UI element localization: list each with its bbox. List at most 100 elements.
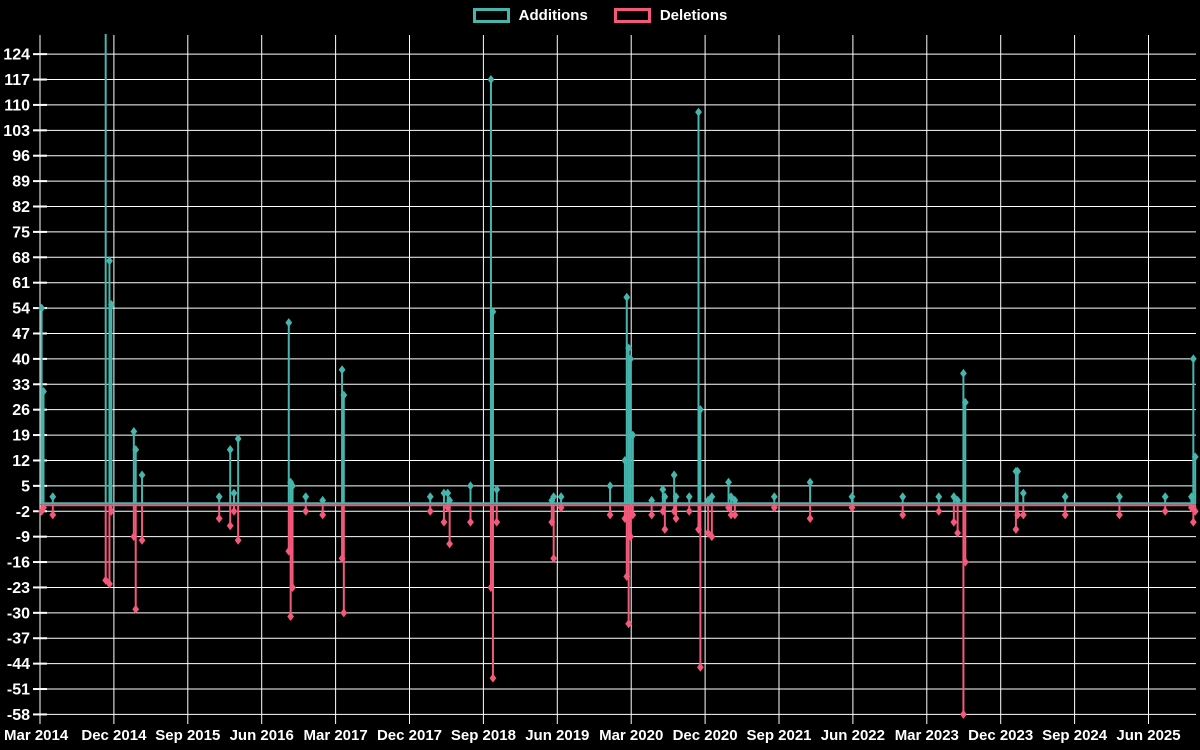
data-point-marker[interactable] — [49, 510, 57, 520]
data-point-marker[interactable] — [446, 495, 454, 505]
data-point-marker[interactable] — [550, 553, 558, 563]
data-point-marker[interactable] — [557, 503, 565, 513]
data-point-marker[interactable] — [1161, 506, 1169, 516]
data-point-marker[interactable] — [1061, 510, 1069, 520]
data-point-marker[interactable] — [1019, 488, 1027, 498]
data-point-marker[interactable] — [661, 524, 669, 534]
data-point-marker[interactable] — [106, 256, 113, 266]
data-point-marker[interactable] — [625, 619, 633, 629]
data-point-marker[interactable] — [1116, 510, 1123, 520]
data-point-marker[interactable] — [625, 343, 633, 353]
data-point-marker[interactable] — [950, 517, 958, 527]
data-point-marker[interactable] — [130, 426, 138, 436]
data-point-marker[interactable] — [627, 354, 634, 364]
data-point-marker[interactable] — [648, 510, 656, 520]
data-point-marker[interactable] — [606, 481, 614, 491]
data-point-marker[interactable] — [38, 303, 46, 313]
data-point-marker[interactable] — [230, 488, 238, 498]
data-point-marker[interactable] — [493, 517, 501, 527]
data-point-marker[interactable] — [606, 510, 614, 520]
data-point-marker[interactable] — [493, 484, 501, 494]
data-point-marker[interactable] — [1014, 466, 1022, 476]
data-point-marker[interactable] — [550, 492, 558, 502]
data-point-marker[interactable] — [302, 492, 310, 502]
data-point-marker[interactable] — [954, 528, 962, 538]
data-point-marker[interactable] — [138, 535, 146, 545]
data-point-marker[interactable] — [215, 492, 223, 502]
data-point-marker[interactable] — [848, 503, 856, 513]
data-point-marker[interactable] — [1014, 510, 1022, 520]
data-point-marker[interactable] — [623, 292, 631, 302]
data-point-marker[interactable] — [138, 470, 146, 480]
data-point-marker[interactable] — [672, 492, 680, 502]
data-point-marker[interactable] — [226, 445, 234, 455]
data-point-marker[interactable] — [731, 510, 739, 520]
data-point-marker[interactable] — [806, 514, 814, 524]
data-point-marker[interactable] — [440, 488, 448, 498]
data-point-marker[interactable] — [659, 484, 667, 494]
data-point-marker[interactable] — [648, 495, 656, 505]
data-point-marker[interactable] — [1189, 517, 1197, 527]
data-point-marker[interactable] — [289, 481, 296, 491]
data-point-marker[interactable] — [685, 506, 693, 516]
data-point-marker[interactable] — [285, 318, 293, 328]
data-point-marker[interactable] — [107, 299, 115, 309]
data-point-marker[interactable] — [727, 510, 735, 520]
data-point-marker[interactable] — [444, 488, 452, 498]
data-point-marker[interactable] — [107, 506, 115, 516]
data-point-marker[interactable] — [899, 492, 907, 502]
data-point-marker[interactable] — [695, 107, 702, 117]
data-point-marker[interactable] — [1061, 492, 1069, 502]
data-point-marker[interactable] — [731, 495, 739, 505]
data-point-marker[interactable] — [467, 517, 474, 527]
data-point-marker[interactable] — [338, 365, 346, 375]
data-point-marker[interactable] — [670, 470, 678, 480]
data-point-marker[interactable] — [426, 506, 434, 516]
data-point-marker[interactable] — [806, 477, 814, 487]
data-point-marker[interactable] — [215, 514, 223, 524]
data-point-marker[interactable] — [234, 434, 242, 444]
data-point-marker[interactable] — [49, 492, 57, 502]
data-point-marker[interactable] — [226, 521, 234, 531]
data-point-marker[interactable] — [302, 506, 310, 516]
data-point-marker[interactable] — [287, 611, 295, 621]
data-point-marker[interactable] — [725, 477, 732, 487]
data-point-marker[interactable] — [132, 445, 140, 455]
data-point-marker[interactable] — [287, 477, 295, 487]
data-point-marker[interactable] — [899, 510, 907, 520]
data-point-marker[interactable] — [106, 579, 113, 589]
data-point-marker[interactable] — [960, 368, 967, 378]
legend-item-additions[interactable]: Additions — [472, 7, 588, 24]
data-point-marker[interactable] — [960, 709, 967, 719]
data-point-marker[interactable] — [426, 492, 434, 502]
data-point-marker[interactable] — [1116, 492, 1123, 502]
data-point-marker[interactable] — [696, 662, 704, 672]
data-point-marker[interactable] — [708, 492, 716, 502]
data-point-marker[interactable] — [848, 492, 856, 502]
data-point-marker[interactable] — [289, 582, 296, 592]
data-point-marker[interactable] — [446, 539, 454, 549]
data-point-marker[interactable] — [696, 405, 704, 415]
data-point-marker[interactable] — [130, 532, 138, 542]
data-point-marker[interactable] — [961, 397, 969, 407]
data-point-marker[interactable] — [132, 604, 140, 614]
data-point-marker[interactable] — [340, 390, 348, 400]
data-point-marker[interactable] — [961, 557, 969, 567]
data-point-marker[interactable] — [1189, 354, 1197, 364]
data-point-marker[interactable] — [770, 503, 778, 513]
data-point-marker[interactable] — [935, 506, 943, 516]
data-point-marker[interactable] — [319, 495, 327, 505]
legend-item-deletions[interactable]: Deletions — [613, 7, 727, 24]
data-point-marker[interactable] — [629, 430, 637, 440]
data-point-marker[interactable] — [1161, 492, 1169, 502]
data-point-marker[interactable] — [1012, 524, 1020, 534]
data-point-marker[interactable] — [340, 608, 348, 618]
data-point-marker[interactable] — [489, 307, 497, 317]
data-point-marker[interactable] — [1191, 452, 1199, 462]
data-point-marker[interactable] — [557, 492, 565, 502]
data-point-marker[interactable] — [935, 492, 943, 502]
data-point-marker[interactable] — [319, 510, 327, 520]
data-point-marker[interactable] — [234, 535, 242, 545]
data-point-marker[interactable] — [487, 75, 495, 85]
